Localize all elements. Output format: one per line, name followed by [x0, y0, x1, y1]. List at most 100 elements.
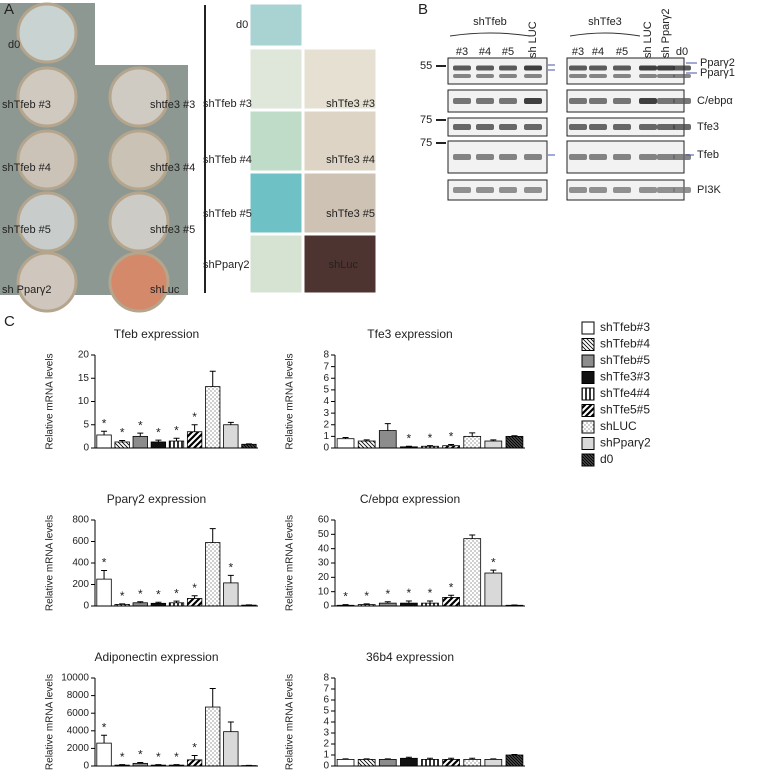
- legend-label: d0: [600, 452, 614, 466]
- micrograph: [250, 4, 302, 46]
- lane-label: #4: [592, 46, 604, 58]
- legend-label: shTfe3#3: [600, 370, 650, 384]
- significance-marker: *: [449, 580, 454, 594]
- bar: [133, 436, 147, 448]
- band-label: Pparγ1: [700, 67, 735, 79]
- band-label: Tfeb: [697, 149, 719, 161]
- group-label: shTfe3: [588, 16, 622, 28]
- band: [673, 66, 691, 71]
- bar: [422, 759, 439, 766]
- band: [613, 66, 631, 71]
- plate: [18, 253, 76, 311]
- band-label: Tfe3: [697, 121, 719, 133]
- legend-label: shTfeb#5: [600, 353, 650, 367]
- band: [524, 98, 542, 104]
- mw-marker: 75: [420, 137, 432, 149]
- legend-swatch: [582, 355, 594, 367]
- band: [639, 124, 657, 130]
- y-tick-label: 4: [323, 396, 329, 407]
- band: [673, 98, 691, 104]
- significance-marker: *: [192, 741, 197, 755]
- plate-label: sh Pparγ2: [2, 284, 52, 296]
- error-bar: [469, 433, 475, 436]
- group-label: shTfeb: [473, 16, 507, 28]
- lane-label: sh LUC: [642, 21, 654, 58]
- bar: [187, 760, 201, 766]
- plate-label: shLuc: [150, 284, 180, 296]
- bar: [224, 583, 238, 606]
- micrograph-label: shTfeb #3: [203, 98, 252, 110]
- band-label: C/ebpα: [697, 95, 733, 107]
- significance-marker: *: [385, 587, 390, 601]
- y-tick-label: 30: [318, 558, 330, 569]
- y-tick-label: 5: [323, 706, 329, 717]
- bar: [97, 579, 111, 606]
- lane-label: #3: [572, 46, 584, 58]
- significance-marker: *: [138, 587, 143, 601]
- error-bar: [406, 446, 412, 447]
- y-tick-label: 600: [72, 536, 89, 547]
- error-bar: [228, 722, 234, 732]
- plate-label: d0: [8, 39, 20, 51]
- significance-marker: *: [120, 750, 125, 764]
- y-tick-label: 0: [323, 601, 329, 612]
- bar: [97, 435, 111, 448]
- significance-marker: *: [364, 589, 369, 603]
- band: [499, 98, 517, 104]
- band: [639, 154, 657, 160]
- bracket: [450, 33, 530, 36]
- error-bar: [385, 759, 391, 760]
- y-tick-label: 5: [323, 385, 329, 396]
- micrograph: [250, 111, 302, 171]
- y-tick-label: 4: [323, 717, 329, 728]
- bar: [358, 759, 375, 766]
- y-tick-label: 60: [318, 515, 330, 526]
- significance-marker: *: [174, 586, 179, 600]
- panel-label: C: [4, 313, 15, 330]
- band: [657, 124, 675, 130]
- y-tick-label: 10000: [61, 673, 89, 684]
- plate-label: shtfe3 #4: [150, 162, 195, 174]
- lane-label: #5: [616, 46, 628, 58]
- y-tick-label: 6: [323, 695, 329, 706]
- plate: [18, 4, 76, 62]
- y-tick-label: 0: [83, 443, 89, 454]
- significance-marker: *: [174, 423, 179, 437]
- y-tick-label: 40: [318, 543, 330, 554]
- band: [639, 74, 657, 78]
- y-tick-label: 4000: [67, 725, 90, 736]
- y-tick-label: 8000: [67, 690, 90, 701]
- bar: [358, 441, 375, 448]
- plate: [18, 193, 76, 251]
- band: [476, 154, 494, 160]
- panel-label: A: [4, 1, 14, 18]
- significance-marker: *: [138, 418, 143, 432]
- band: [589, 74, 607, 78]
- band: [453, 66, 471, 71]
- legend-label: shTfe5#5: [600, 403, 650, 417]
- legend-swatch: [582, 339, 594, 351]
- error-bar: [101, 735, 107, 743]
- micrograph: [250, 235, 302, 293]
- error-bar: [137, 433, 143, 436]
- y-tick-label: 7: [323, 361, 329, 372]
- band: [589, 187, 607, 193]
- bar: [187, 432, 201, 448]
- significance-marker: *: [120, 426, 125, 440]
- micrograph-label: shLuc: [329, 259, 359, 271]
- error-bar: [228, 575, 234, 583]
- y-tick-label: 1: [323, 431, 329, 442]
- chart-title: Tfeb expression: [114, 327, 199, 341]
- y-tick-label: 6: [323, 373, 329, 384]
- y-tick-label: 10: [318, 586, 330, 597]
- significance-marker: *: [407, 586, 412, 600]
- band: [476, 187, 494, 193]
- error-bar: [192, 425, 198, 432]
- bar: [464, 436, 481, 448]
- band: [613, 154, 631, 160]
- band: [524, 66, 542, 71]
- empty-cell: [95, 3, 188, 65]
- significance-marker: *: [491, 555, 496, 569]
- lane-label: d0: [676, 46, 688, 58]
- micrograph-label: shPparγ2: [203, 259, 249, 271]
